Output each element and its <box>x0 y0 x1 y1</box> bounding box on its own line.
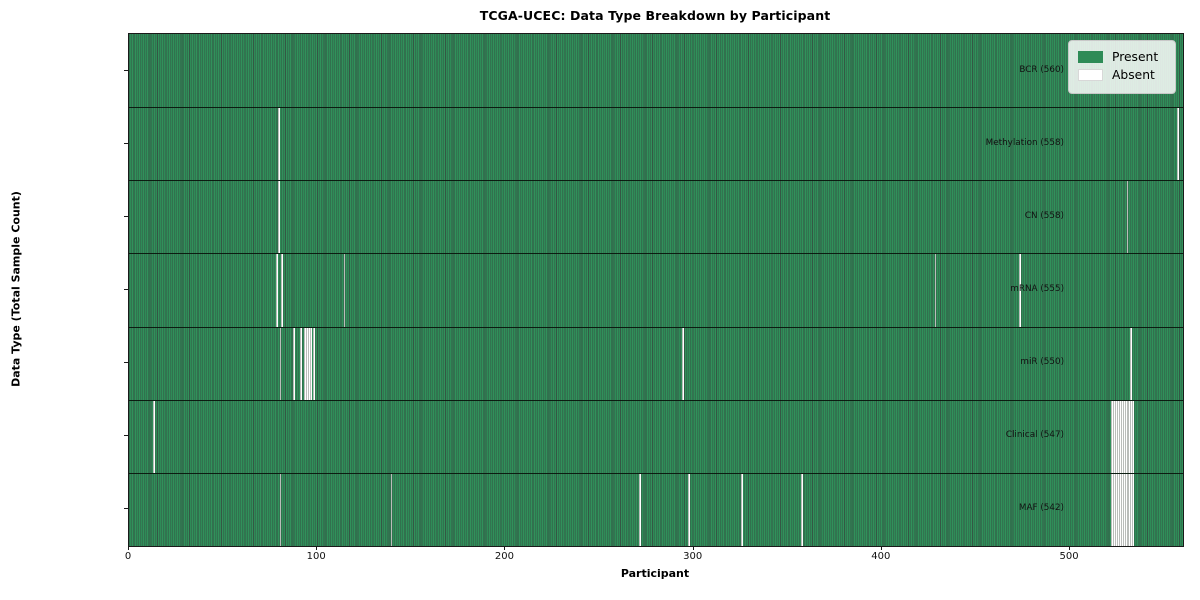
y-tick-label-miR: miR (550) <box>1020 357 1064 368</box>
x-tick-mark <box>1069 546 1071 550</box>
y-tick-mark <box>124 215 128 217</box>
absent-cell <box>1113 400 1116 473</box>
absent-cell <box>279 327 282 400</box>
absent-cell <box>279 473 282 546</box>
absent-cell <box>307 327 310 400</box>
absent-cell <box>1122 473 1125 546</box>
absent-cell <box>277 181 280 254</box>
absent-cell <box>1126 181 1129 254</box>
heatmap-row-MAF <box>129 472 1183 546</box>
absent-cell <box>1115 473 1118 546</box>
y-tick-label-mRNA: mRNA (555) <box>1010 284 1064 294</box>
absent-swatch-icon <box>1078 69 1103 82</box>
x-tick-label-300: 300 <box>683 551 703 562</box>
absent-cell <box>1111 473 1114 546</box>
y-tick-mark <box>124 435 128 437</box>
absent-cell <box>1130 473 1133 546</box>
x-tick-label-500: 500 <box>1059 551 1079 562</box>
absent-cell <box>1126 473 1129 546</box>
absent-cell <box>1117 473 1119 546</box>
absent-cell <box>1122 400 1125 473</box>
y-tick-label-Methylation: Methylation (558) <box>985 137 1064 148</box>
y-tick-label-Clinical: Clinical (547) <box>1005 430 1064 441</box>
absent-cell <box>390 473 393 546</box>
x-tick-mark <box>316 546 318 550</box>
heatmap-row-CN <box>129 180 1183 254</box>
y-tick-mark <box>124 508 128 510</box>
absent-cell <box>309 327 312 400</box>
legend-absent-label: Absent <box>1112 67 1155 82</box>
absent-cell <box>1126 400 1129 473</box>
y-tick-label-MAF: MAF (542) <box>1018 503 1064 514</box>
present-swatch-icon <box>1078 51 1103 64</box>
y-tick-mark <box>124 289 128 290</box>
absent-cell <box>934 254 937 327</box>
absent-cell <box>313 327 316 400</box>
chart-title: TCGA-UCEC: Data Type Breakdown by Partic… <box>479 8 831 23</box>
x-tick-mark <box>128 546 129 550</box>
heatmap-row-Methylation <box>129 107 1183 181</box>
absent-cell <box>1128 473 1131 546</box>
heatmap-row-mRNA <box>129 253 1183 327</box>
absent-cell <box>277 108 280 181</box>
absent-cell <box>740 473 743 546</box>
absent-cell <box>275 254 278 327</box>
y-tick-mark <box>124 362 128 364</box>
absent-cell <box>292 327 295 400</box>
absent-cell <box>639 473 641 546</box>
x-tick-mark <box>504 546 506 550</box>
absent-cell <box>687 473 690 546</box>
absent-cell <box>281 254 284 327</box>
legend-item-absent: Absent <box>1078 68 1166 83</box>
absent-cell <box>1130 327 1133 400</box>
x-axis-label: Participant <box>620 567 690 580</box>
absent-cell <box>1119 473 1121 546</box>
absent-cell <box>1132 400 1135 473</box>
legend-item-present: Present <box>1078 50 1166 65</box>
legend: Present Absent <box>1068 40 1176 94</box>
heatmap-row-Clinical <box>129 399 1183 473</box>
x-tick-label-200: 200 <box>494 551 514 562</box>
absent-cell <box>1124 400 1127 473</box>
x-tick-label-400: 400 <box>871 551 891 562</box>
absent-cell <box>343 254 346 327</box>
absent-cell <box>304 327 306 400</box>
x-tick-mark <box>880 546 882 550</box>
x-tick-label-0: 0 <box>124 551 132 562</box>
absent-cell <box>1117 400 1119 473</box>
absent-cell <box>1111 400 1114 473</box>
absent-cell <box>1130 400 1133 473</box>
absent-cell <box>682 327 685 400</box>
absent-cell <box>1120 400 1123 473</box>
y-tick-label-CN: CN (558) <box>1024 210 1064 221</box>
x-tick-label-100: 100 <box>306 551 326 562</box>
absent-cell <box>800 473 803 546</box>
y-tick-mark <box>124 142 128 144</box>
legend-present-label: Present <box>1112 50 1159 64</box>
absent-cell <box>1177 108 1180 181</box>
y-tick-label-BCR: BCR (560) <box>1019 64 1064 75</box>
y-tick-mark <box>124 69 128 71</box>
plot-area <box>128 33 1184 547</box>
absent-cell <box>300 327 303 400</box>
absent-cell <box>1113 473 1116 546</box>
absent-cell <box>305 327 308 400</box>
absent-cell <box>1120 473 1123 546</box>
heatmap-row-miR <box>129 326 1183 400</box>
absent-cell <box>1128 400 1131 473</box>
absent-cell <box>1115 400 1118 473</box>
absent-cell <box>153 400 156 473</box>
absent-cell <box>1119 400 1121 473</box>
absent-cell <box>1019 254 1022 327</box>
y-axis-label: Data Type (Total Sample Count) <box>9 191 23 387</box>
absent-cell <box>1124 473 1127 546</box>
absent-cell <box>1132 473 1135 546</box>
x-tick-mark <box>692 546 694 550</box>
